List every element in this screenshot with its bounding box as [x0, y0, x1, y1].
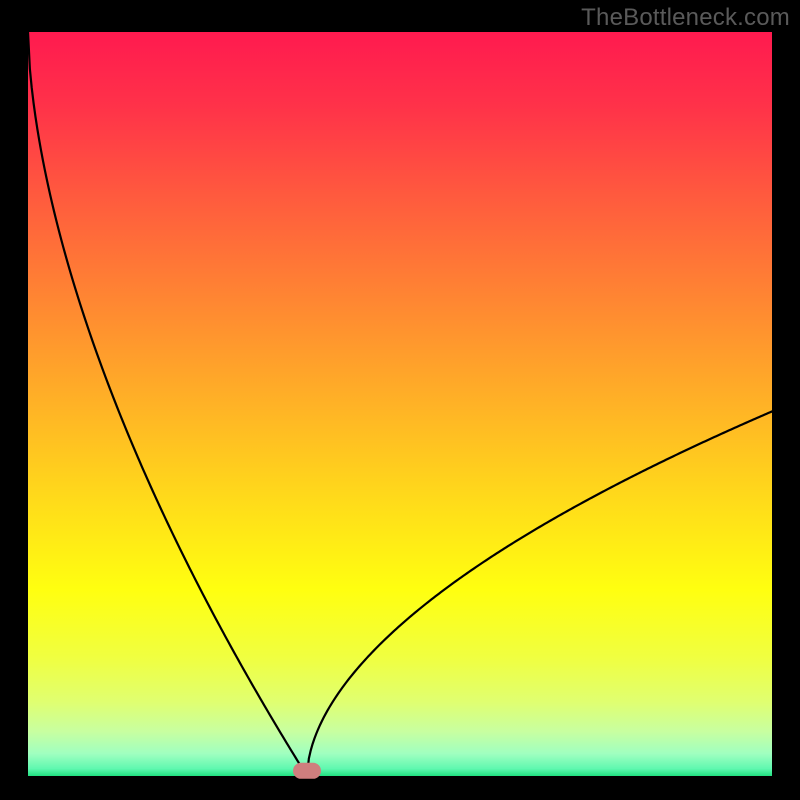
chart-svg [0, 0, 800, 800]
watermark: TheBottleneck.com [581, 4, 790, 32]
optimum-marker [293, 763, 321, 779]
bottleneck-chart: { "watermark": "TheBottleneck.com", "cha… [0, 0, 800, 800]
